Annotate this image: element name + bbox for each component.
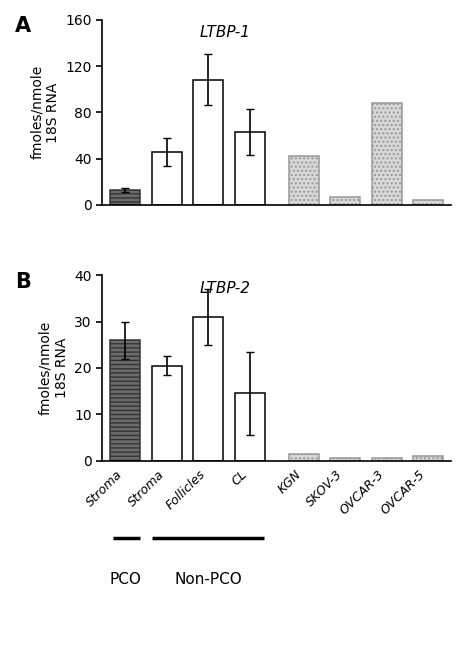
Bar (413, 200, 443, 205)
Y-axis label: fmoles/nmole
18S RNA: fmoles/nmole 18S RNA (39, 321, 69, 415)
Bar (413, 456, 443, 461)
Text: OVCAR-5: OVCAR-5 (379, 468, 428, 517)
Text: LTBP-1: LTBP-1 (200, 25, 251, 40)
Text: OVCAR-3: OVCAR-3 (338, 468, 387, 517)
Text: CL: CL (229, 468, 250, 488)
Text: LTBP-2: LTBP-2 (200, 281, 251, 296)
Text: Stroma: Stroma (126, 468, 166, 509)
Text: Non-PCO: Non-PCO (174, 572, 242, 587)
Text: Stroma: Stroma (84, 468, 125, 509)
Text: PCO: PCO (109, 572, 141, 587)
Bar (235, 393, 265, 461)
Text: A: A (15, 16, 31, 36)
Text: SKOV-3: SKOV-3 (304, 468, 345, 509)
Bar (152, 366, 182, 461)
Bar (110, 340, 140, 461)
Bar (330, 197, 360, 205)
Bar (152, 152, 182, 205)
Bar (235, 132, 265, 205)
Bar (289, 157, 319, 205)
Y-axis label: fmoles/nmole
18S RNA: fmoles/nmole 18S RNA (30, 65, 60, 159)
Bar (330, 458, 360, 461)
Bar (372, 103, 402, 205)
Bar (289, 453, 319, 461)
Bar (193, 317, 223, 461)
Text: KGN: KGN (275, 468, 304, 497)
Bar (372, 458, 402, 461)
Text: Follicles: Follicles (164, 468, 208, 513)
Bar (193, 80, 223, 205)
Text: B: B (15, 272, 31, 291)
Bar (110, 190, 140, 205)
